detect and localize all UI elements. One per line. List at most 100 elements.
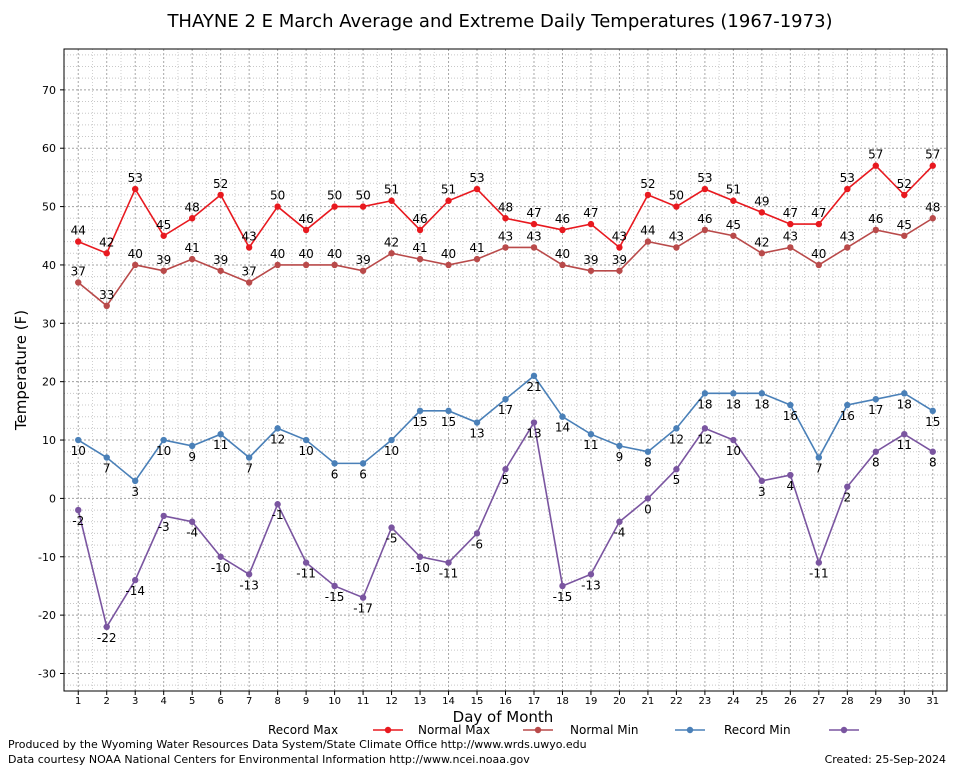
data-point <box>160 232 167 239</box>
data-label: 10 <box>298 444 313 458</box>
data-point <box>587 220 595 228</box>
data-label: 57 <box>868 148 883 162</box>
data-label: 5 <box>673 473 681 487</box>
data-point <box>302 436 310 444</box>
data-label: 48 <box>498 200 513 214</box>
data-label: 3 <box>131 485 139 499</box>
data-label: 42 <box>99 235 114 249</box>
data-point <box>502 215 509 222</box>
x-tick-label: 10 <box>328 696 341 707</box>
data-point <box>901 232 908 239</box>
x-tick-label: 21 <box>642 696 655 707</box>
data-point <box>75 506 82 514</box>
data-point <box>302 261 310 269</box>
data-point <box>616 244 623 251</box>
data-point <box>132 185 139 193</box>
data-point <box>758 209 766 216</box>
data-label: -4 <box>186 526 198 540</box>
data-label: 45 <box>897 218 912 232</box>
data-point <box>616 442 623 450</box>
data-point <box>758 477 766 485</box>
x-tick-label: 25 <box>755 696 768 707</box>
data-label: 15 <box>412 415 427 429</box>
data-point <box>75 436 82 444</box>
data-point <box>103 302 110 309</box>
x-tick-label: 16 <box>499 696 512 707</box>
legend-item: Normal Max <box>418 723 553 737</box>
data-point <box>473 419 481 426</box>
data-point <box>388 197 395 204</box>
data-point <box>701 425 709 432</box>
data-label: 6 <box>331 467 339 481</box>
data-label: 37 <box>242 264 257 278</box>
data-point <box>530 372 538 380</box>
grid <box>64 49 947 691</box>
data-label: 45 <box>726 218 741 232</box>
data-point <box>132 261 139 269</box>
x-tick-label: 4 <box>161 696 167 707</box>
data-label: 52 <box>897 177 912 191</box>
data-label: -13 <box>239 578 259 592</box>
data-point <box>844 483 851 490</box>
x-tick-label: 18 <box>556 696 569 707</box>
data-point <box>274 261 281 269</box>
data-label: 11 <box>583 438 598 452</box>
data-point <box>559 226 566 234</box>
data-point <box>844 185 851 193</box>
data-label: 8 <box>929 456 937 470</box>
data-label: 40 <box>270 247 285 261</box>
data-point <box>473 185 481 193</box>
y-tick-label: 20 <box>42 376 56 389</box>
data-point <box>872 395 879 403</box>
data-label: -2 <box>72 514 84 528</box>
x-tick-label: 1 <box>75 696 81 707</box>
data-label: 42 <box>754 235 769 249</box>
data-label: 17 <box>498 403 513 417</box>
data-point <box>473 255 481 263</box>
data-point <box>730 232 737 239</box>
data-label: 46 <box>555 212 570 226</box>
data-label: 18 <box>754 397 769 411</box>
data-point <box>188 518 196 525</box>
data-label: 37 <box>71 264 86 278</box>
data-point <box>502 244 509 251</box>
data-point <box>103 454 110 461</box>
data-point <box>75 279 82 286</box>
data-point <box>644 191 652 199</box>
data-label: -10 <box>410 561 430 575</box>
data-label: 33 <box>99 288 114 302</box>
data-label: 49 <box>754 194 769 208</box>
data-point <box>331 261 338 269</box>
x-tick-label: 26 <box>784 696 797 707</box>
data-point <box>758 250 766 257</box>
data-point <box>872 226 879 234</box>
y-tick-label: 10 <box>42 434 56 447</box>
data-point <box>416 226 424 234</box>
x-tick-label: 3 <box>132 696 138 707</box>
data-point <box>701 226 709 234</box>
data-label: 16 <box>840 409 855 423</box>
data-point <box>844 244 851 251</box>
x-tick-label: 9 <box>303 696 309 707</box>
legend-label: Normal Min <box>570 723 639 737</box>
data-label: 46 <box>298 212 313 226</box>
legend-swatch-marker <box>534 726 542 734</box>
y-tick-label: -30 <box>38 667 56 680</box>
data-label: 13 <box>526 427 541 441</box>
data-point <box>815 559 823 566</box>
data-point <box>445 407 452 415</box>
data-point <box>901 390 908 397</box>
data-label: 53 <box>128 171 143 185</box>
data-label: 10 <box>71 444 86 458</box>
data-point <box>245 244 253 251</box>
legend-label: Normal Max <box>418 723 490 737</box>
data-point <box>616 267 623 274</box>
y-tick-label: 30 <box>42 317 56 330</box>
legend-swatch-marker <box>840 726 848 734</box>
x-axis-label: Day of Month <box>453 708 554 726</box>
data-point <box>217 191 224 199</box>
data-label: 15 <box>925 415 940 429</box>
x-tick-label: 14 <box>442 696 455 707</box>
data-label: 8 <box>872 456 880 470</box>
data-point <box>245 571 253 578</box>
